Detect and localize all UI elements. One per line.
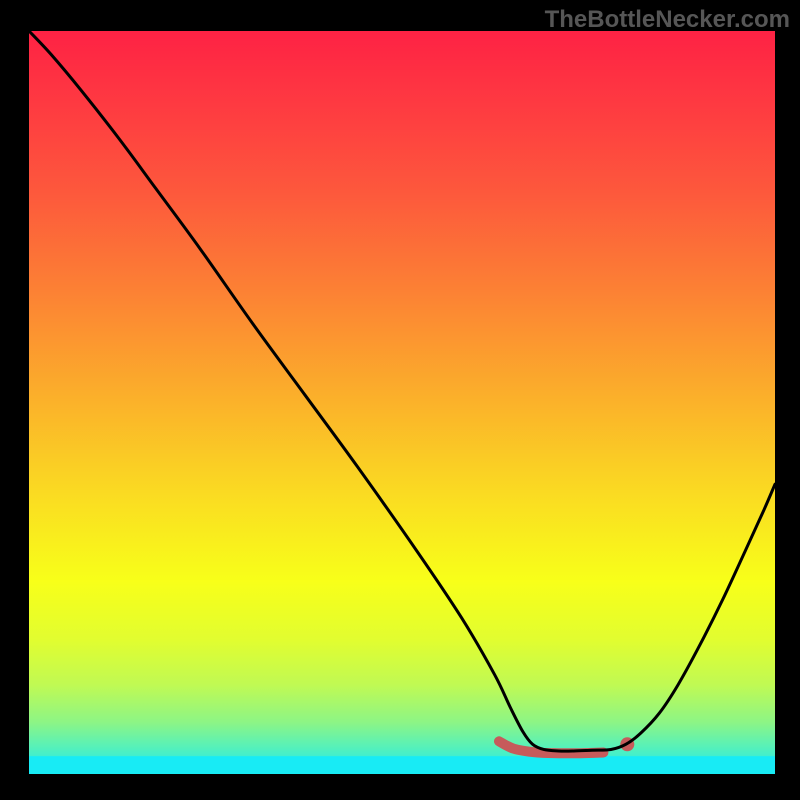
gradient-background <box>29 31 775 774</box>
watermark-text: TheBottleNecker.com <box>545 6 790 34</box>
base-band <box>29 756 775 774</box>
bottleneck-plot <box>29 31 775 774</box>
chart-frame: TheBottleNecker.com <box>0 0 800 800</box>
